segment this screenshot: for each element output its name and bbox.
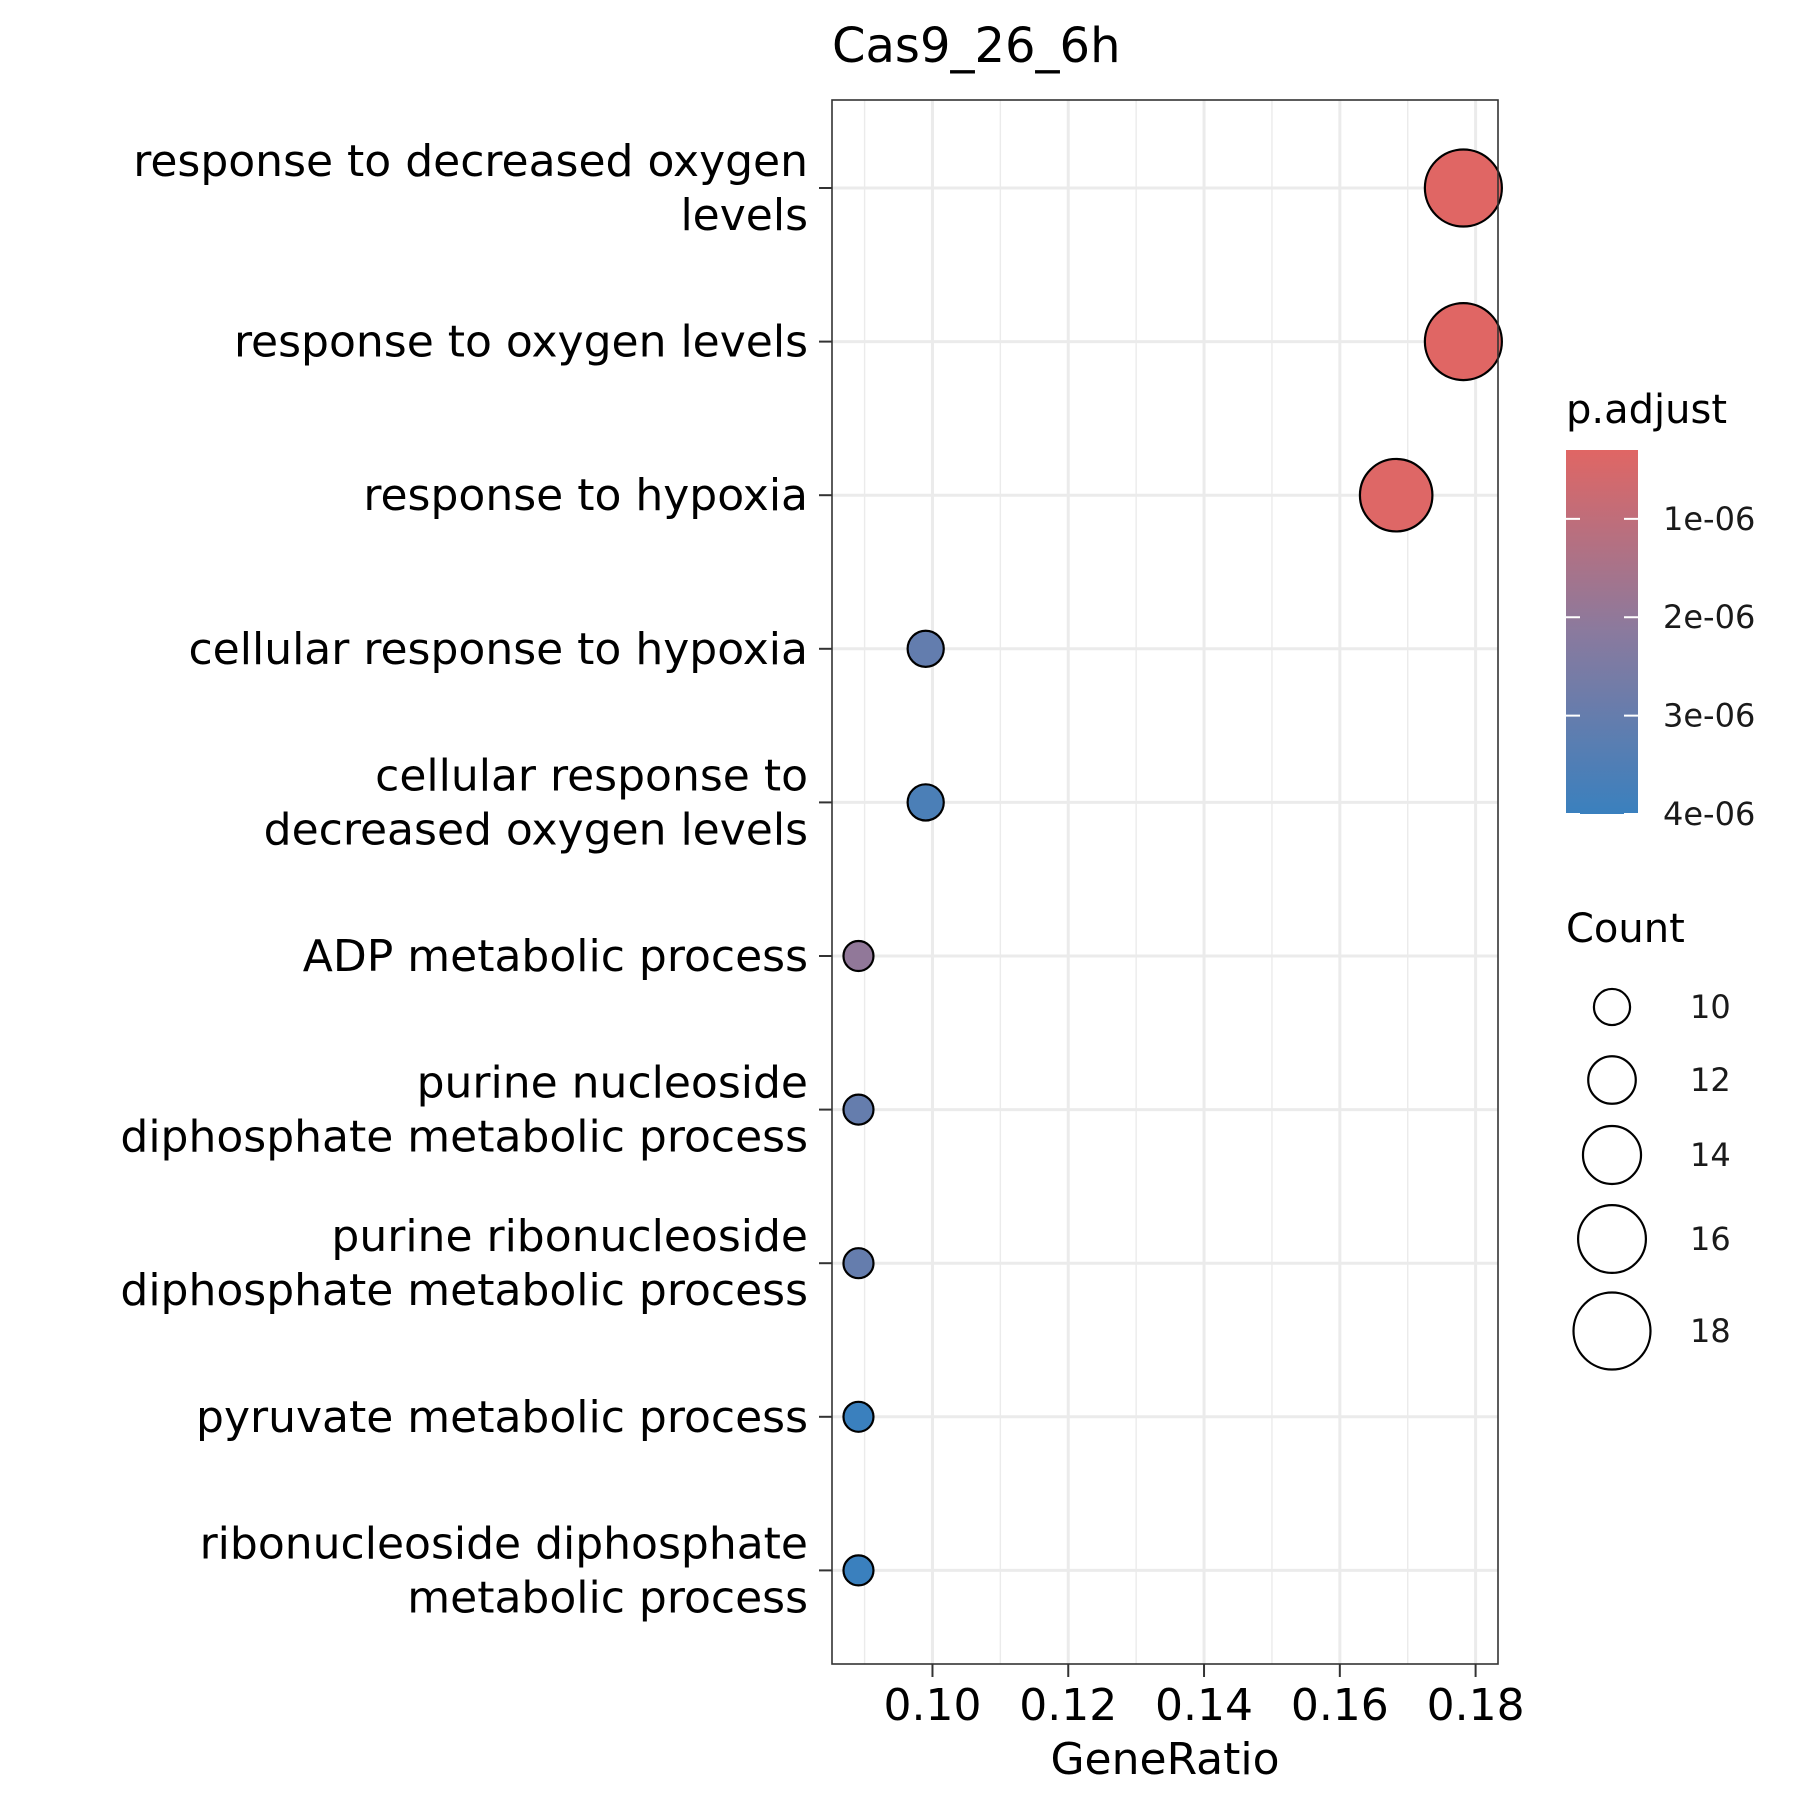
y-tick-label: metabolic process xyxy=(407,1572,808,1623)
data-points xyxy=(842,148,1503,1587)
size-legend: Count 10 12 14 16 18 xyxy=(1566,906,1731,1371)
size-legend-label: 18 xyxy=(1690,1312,1731,1350)
color-bar-ticks: 1e-06 2e-06 3e-06 4e-06 xyxy=(1566,500,1755,833)
size-legend-label: 12 xyxy=(1690,1061,1731,1099)
data-point xyxy=(842,1247,875,1280)
y-tick-label: cellular response to xyxy=(375,750,808,801)
grid-major xyxy=(832,100,1498,1664)
size-legend-label: 14 xyxy=(1690,1136,1731,1174)
x-tick-label: 0.16 xyxy=(1291,1680,1389,1731)
size-legend-key xyxy=(1587,1055,1637,1105)
y-tick-label: diphosphate metabolic process xyxy=(120,1112,808,1163)
color-legend: p.adjust 1e-06 2e-06 3e-06 4e-06 xyxy=(1566,387,1755,833)
color-bar-tick-label: 3e-06 xyxy=(1663,697,1755,735)
data-point xyxy=(1423,302,1503,382)
plot-panel xyxy=(832,100,1498,1664)
x-axis-title: GeneRatio xyxy=(1050,1734,1279,1785)
x-tick-label: 0.14 xyxy=(1155,1680,1253,1731)
y-tick-label: response to decreased oxygen xyxy=(133,136,808,187)
data-point xyxy=(842,939,875,973)
data-point xyxy=(1358,457,1434,533)
data-point xyxy=(906,629,945,668)
x-axis: 0.10 0.12 0.14 0.16 0.18 xyxy=(883,1664,1525,1731)
x-tick-label: 0.18 xyxy=(1427,1680,1525,1731)
y-tick-label: response to oxygen levels xyxy=(234,317,808,368)
data-point xyxy=(842,1554,875,1587)
y-tick-label: purine nucleoside xyxy=(417,1058,808,1109)
y-tick-label: ADP metabolic process xyxy=(303,931,808,982)
grid-minor xyxy=(863,100,1409,1664)
y-tick-label: pyruvate metabolic process xyxy=(196,1392,808,1443)
y-tick-label: decreased oxygen levels xyxy=(264,804,808,855)
size-legend-keys: 10 12 14 16 18 xyxy=(1572,987,1731,1371)
y-tick-label: levels xyxy=(680,190,808,241)
size-legend-label: 10 xyxy=(1690,988,1731,1026)
chart-title: Cas9_26_6h xyxy=(832,18,1121,74)
color-bar xyxy=(1566,450,1638,814)
y-tick-label: response to hypoxia xyxy=(363,470,808,521)
data-point xyxy=(1423,148,1503,228)
color-legend-title: p.adjust xyxy=(1566,387,1727,433)
y-tick-label: cellular response to hypoxia xyxy=(188,624,808,675)
size-legend-title: Count xyxy=(1566,906,1685,952)
x-tick-label: 0.12 xyxy=(1019,1680,1117,1731)
y-tick-label: ribonucleoside diphosphate xyxy=(200,1518,808,1569)
color-bar-tick-label: 1e-06 xyxy=(1663,500,1755,538)
data-point xyxy=(842,1093,875,1126)
size-legend-key xyxy=(1592,987,1632,1027)
color-bar-tick-label: 2e-06 xyxy=(1663,598,1755,636)
data-point xyxy=(842,1400,875,1433)
y-tick-label: diphosphate metabolic process xyxy=(120,1265,808,1316)
size-legend-key xyxy=(1581,1124,1643,1186)
color-bar-tick-label: 4e-06 xyxy=(1663,795,1755,833)
size-legend-key xyxy=(1576,1203,1648,1275)
plot-panel-border xyxy=(831,99,1499,1665)
size-legend-key xyxy=(1572,1291,1652,1371)
size-legend-label: 16 xyxy=(1690,1220,1731,1258)
y-tick-label: purine ribonucleoside xyxy=(331,1211,808,1262)
data-point xyxy=(906,783,945,822)
x-tick-label: 0.10 xyxy=(883,1680,981,1731)
